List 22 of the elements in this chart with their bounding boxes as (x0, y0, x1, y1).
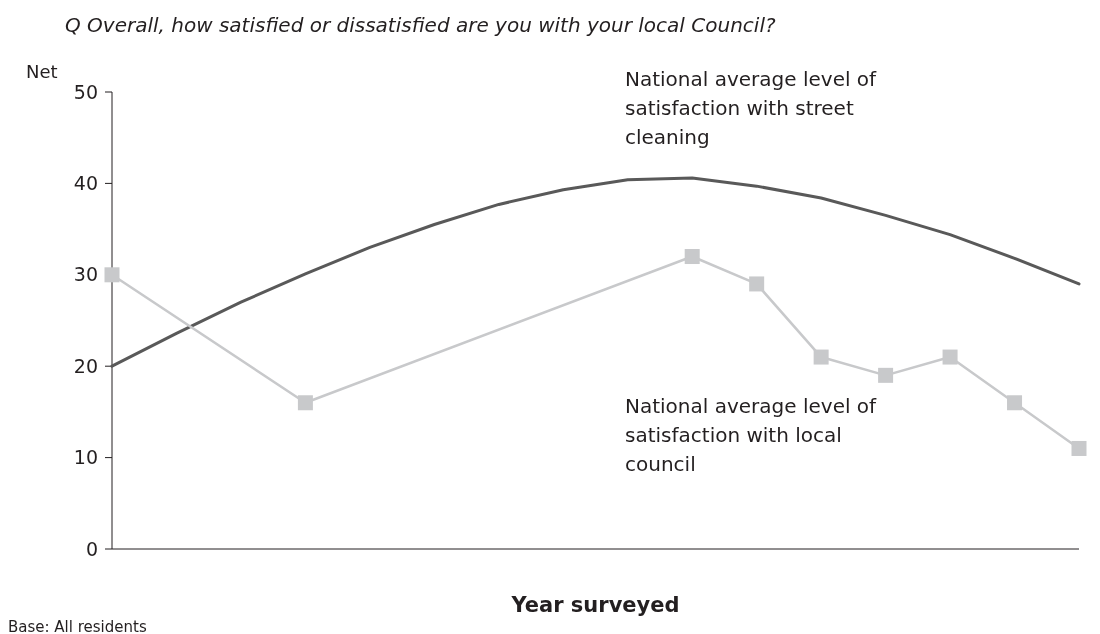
point (1007, 395, 1023, 411)
point (1071, 440, 1087, 456)
y-tick-label: 20 (73, 354, 98, 377)
x-axis-title: Year surveyed (510, 593, 680, 617)
point (942, 349, 958, 365)
y-tick-label: 30 (73, 263, 98, 286)
point (104, 267, 120, 283)
series-label: National average level of satisfaction with local council (625, 394, 878, 476)
y-tick-label: 0 (85, 537, 98, 560)
line-series (110, 176, 1081, 368)
point (813, 349, 829, 365)
point (297, 395, 313, 411)
point (749, 276, 765, 292)
point (878, 367, 894, 383)
y-tick-label: 50 (73, 80, 98, 103)
y-axis-title: Net (26, 61, 58, 82)
y-tick-label: 10 (73, 446, 98, 469)
series-label: National average level of satisfaction with street cleaning (625, 67, 878, 149)
y-tick-label: 40 (73, 172, 98, 195)
point (684, 249, 700, 265)
text: Base: All residents (8, 618, 147, 634)
chart-title: Q Overall, how satisfied or dissatisfied are you with your local Council? (65, 13, 776, 37)
